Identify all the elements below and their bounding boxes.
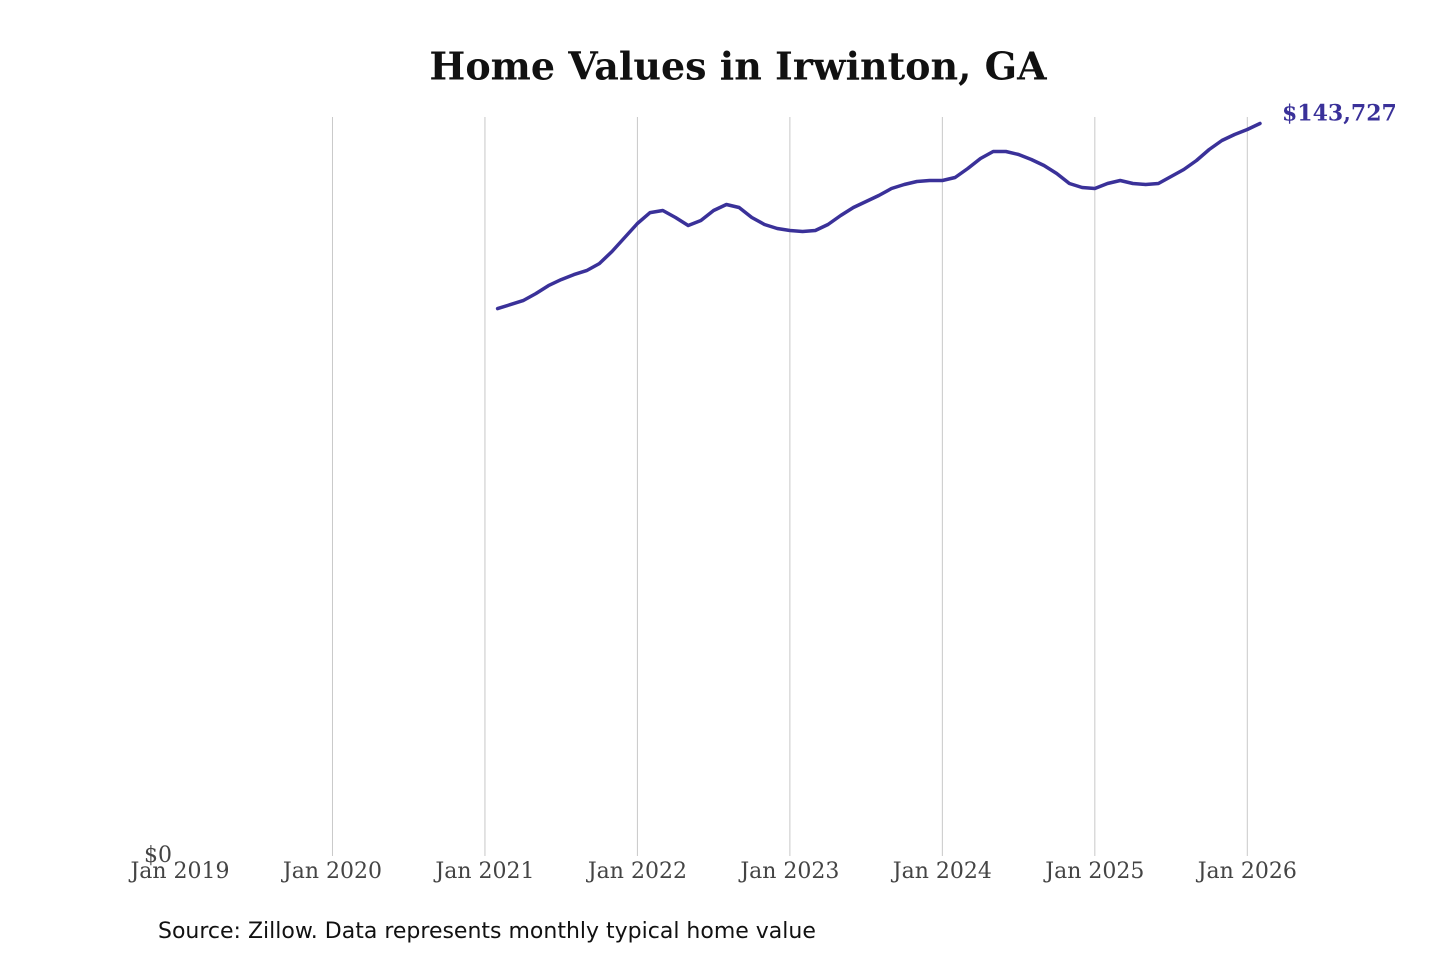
x-tick-label: Jan 2022 [586,859,687,884]
y-tick-label: $0 [144,843,172,868]
source-note: Source: Zillow. Data represents monthly … [158,919,816,944]
x-tick-label: Jan 2020 [281,859,382,884]
x-tick-label: Jan 2023 [738,859,839,884]
data-line [495,121,1262,311]
x-tick-label: Jan 2021 [433,859,534,884]
x-tick-label: Jan 2024 [891,859,992,884]
chart-title: Home Values in Irwinton, GA [429,44,1047,89]
x-tick-label: Jan 2026 [1196,859,1297,884]
value-label: $143,727 [1282,100,1397,126]
x-tick-label: Jan 2025 [1043,859,1144,884]
x-tick-label: Jan 2019 [128,859,229,884]
